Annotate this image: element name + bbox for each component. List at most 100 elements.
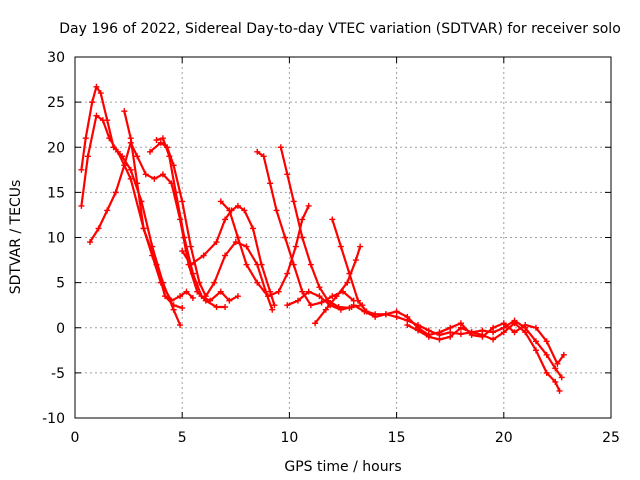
series-trace-4 [121,108,196,304]
data-point [273,207,280,214]
data-point [112,189,119,196]
data-point [558,374,565,381]
data-point [479,331,486,338]
x-tick-label: 10 [280,430,298,446]
data-point [275,288,282,295]
data-point [436,336,443,343]
data-point [344,279,351,286]
data-point [284,270,291,277]
y-tick-label: -5 [51,366,65,382]
data-point [234,234,241,241]
data-point [312,320,319,327]
data-point [393,313,400,320]
data-point [292,243,299,250]
data-point [222,252,229,259]
data-point [121,108,128,115]
data-point [226,297,233,304]
data-point [337,306,344,313]
data-point [84,153,91,160]
series-line [256,150,355,307]
y-tick-label: 20 [47,140,65,156]
data-point [222,216,229,223]
plot-frame [74,56,612,419]
data-point [393,308,400,315]
data-point [357,243,364,250]
data-point [93,83,100,90]
data-point [490,336,497,343]
data-point [114,148,121,155]
data-point [425,333,432,340]
data-point [532,347,539,354]
data-point [554,360,561,367]
data-point [290,261,297,268]
data-point [294,297,301,304]
data-point [226,207,233,214]
data-point [127,175,134,182]
data-point [159,135,166,142]
data-point [82,135,89,142]
data-point [284,171,291,178]
data-point [87,239,94,246]
data-point [177,322,184,329]
data-series [78,83,567,394]
data-point [198,293,205,300]
data-point [254,148,261,155]
data-point [267,180,274,187]
data-point [316,284,323,291]
y-tick-label: 5 [56,276,65,292]
data-point [241,207,248,214]
data-point [269,306,276,313]
data-point [181,234,188,241]
data-point [352,257,359,264]
data-point [333,293,340,300]
x-tick-label: 5 [178,430,187,446]
data-point [299,216,306,223]
data-point [318,299,325,306]
data-point [157,139,164,146]
data-point [168,297,175,304]
data-point [543,338,550,345]
data-point [307,261,314,268]
data-point [337,243,344,250]
data-point [264,293,271,300]
data-point [127,166,134,173]
data-point [346,270,353,277]
data-point [99,117,106,124]
data-point [511,329,518,336]
data-point [404,322,411,329]
data-point [78,166,85,173]
data-point [372,313,379,320]
data-point [532,338,539,345]
y-tick-label: 10 [47,231,65,247]
series-line [406,322,561,392]
series-trace-12 [312,243,364,327]
chart-title: Day 196 of 2022, Sidereal Day-to-day VTE… [59,21,621,37]
data-point [277,144,284,151]
data-point [95,225,102,232]
data-point [149,252,156,259]
data-point [307,302,314,309]
series-trace-9 [254,148,357,309]
data-point [93,112,100,119]
data-point [404,313,411,320]
data-point [447,324,454,331]
y-tick-label: 0 [56,321,65,337]
data-point [179,304,186,311]
data-point [355,297,362,304]
data-point [382,311,389,318]
series-line [123,110,194,302]
data-point [500,320,507,327]
data-point [457,331,464,338]
data-point [552,378,559,385]
data-point [153,137,160,144]
data-point [189,294,196,301]
data-point [222,303,229,310]
data-point [350,302,357,309]
data-point [211,279,218,286]
y-axis-label: SDTVAR / TECUs [8,180,24,295]
data-point [271,302,278,309]
data-point [258,261,265,268]
data-point [436,329,443,336]
data-point [127,135,134,142]
series-trace-6 [153,135,241,304]
